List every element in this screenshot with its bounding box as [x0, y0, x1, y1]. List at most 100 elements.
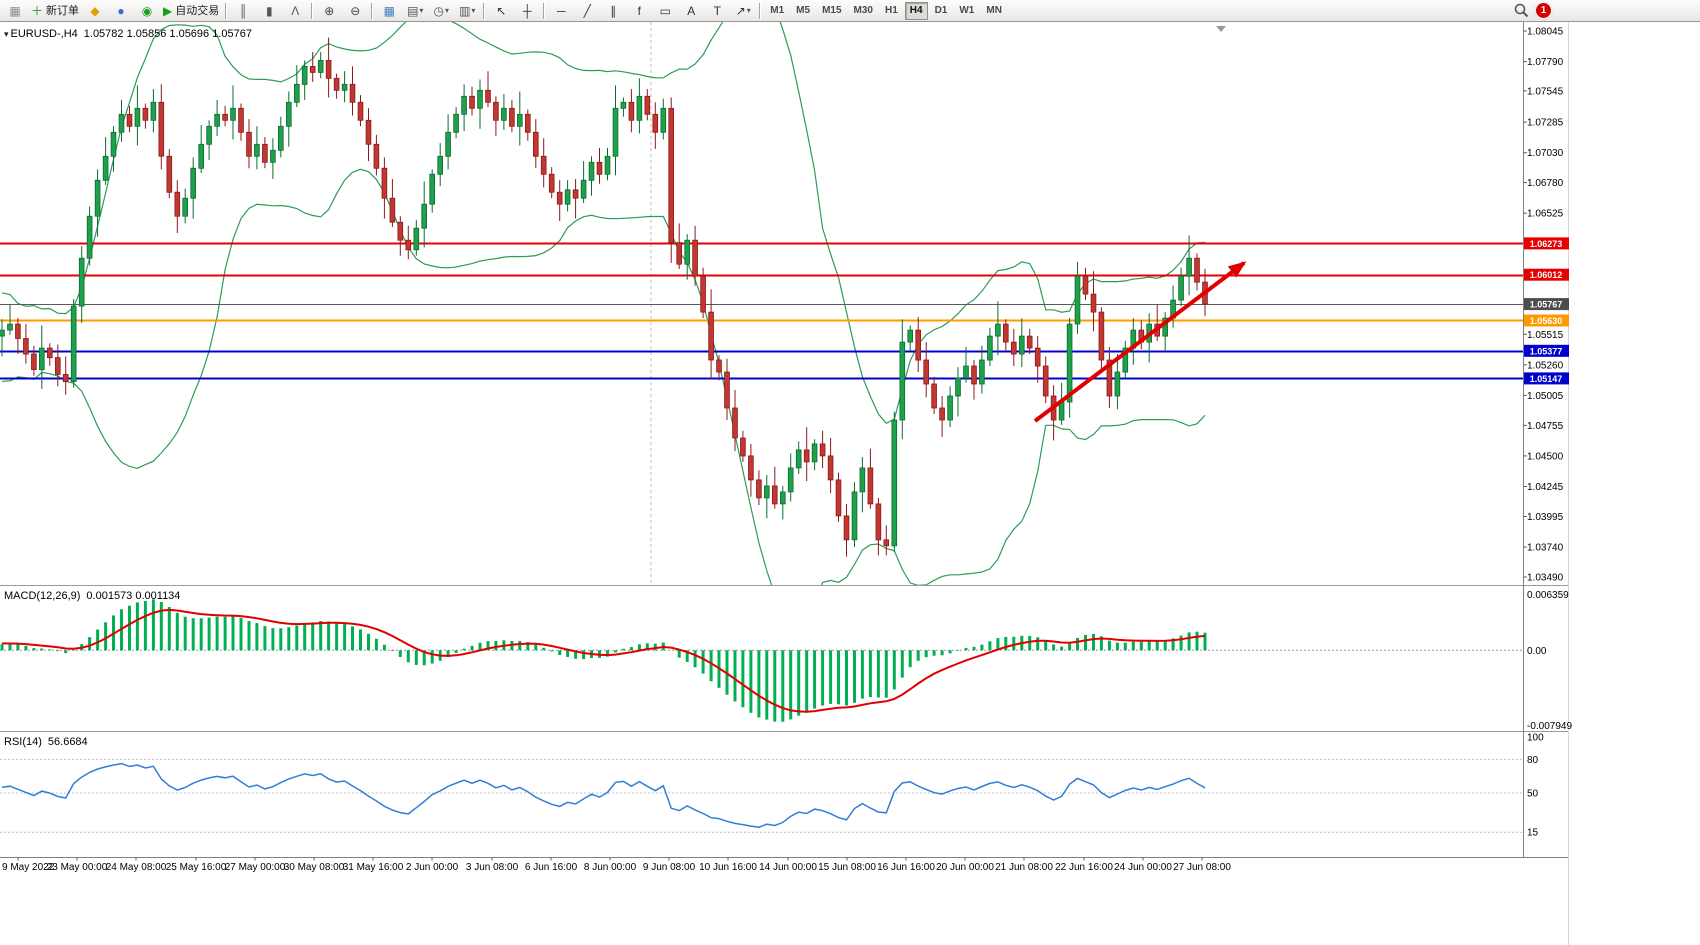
timeframe-button-m1[interactable]: M1: [770, 5, 785, 16]
price-tick-label: 1.04755: [1527, 421, 1564, 432]
macd-label: MACD(12,26,9) 0.001573 0.001134: [4, 590, 180, 602]
periods-button[interactable]: ◷ ▾: [428, 1, 454, 21]
svg-text:-0.007949: -0.007949: [1527, 721, 1572, 732]
channel-button: ∥: [610, 3, 617, 18]
timeframe-button-m30[interactable]: M30: [853, 5, 873, 16]
time-tick-label: 22 Jun 16:00: [1055, 862, 1113, 873]
tile-windows-button[interactable]: ▦: [376, 1, 402, 21]
horizontal-line-button[interactable]: ─: [548, 1, 574, 21]
indicators-list-button[interactable]: ▤ ▾: [402, 1, 428, 21]
chart-shift-marker[interactable]: [1216, 26, 1226, 32]
svg-text:15: 15: [1527, 828, 1539, 839]
rsi-axis: 100 80 50 15: [1527, 733, 1544, 839]
price-tick-label: 1.07030: [1527, 148, 1564, 159]
svg-text:80: 80: [1527, 755, 1539, 766]
panel-frame: [0, 22, 1569, 945]
price-tick-label: 1.08045: [1527, 27, 1564, 38]
search-icon[interactable]: [1514, 3, 1529, 18]
templates-button[interactable]: ▥ ▾: [454, 1, 480, 21]
new-order-button[interactable]: ＋新订单: [31, 3, 80, 18]
strategy-tester-icon[interactable]: ◉: [134, 1, 160, 21]
rsi-indicator-name: RSI(14): [4, 736, 42, 748]
time-tick-label: 9 May 2022: [2, 862, 55, 873]
timeframe-button-m5[interactable]: M5: [796, 5, 811, 16]
crosshair-button[interactable]: ┼: [514, 1, 540, 21]
line-chart-button[interactable]: Λ: [282, 1, 308, 21]
macd-pane: [0, 599, 1523, 722]
time-tick-label: 25 May 16:00: [166, 862, 227, 873]
arrows-button[interactable]: ↗ ▾: [730, 1, 756, 21]
time-tick-label: 24 Jun 00:00: [1114, 862, 1172, 873]
horizontal-line-button: ─: [556, 3, 566, 18]
price-tick-label: 1.03995: [1527, 512, 1564, 523]
time-tick-label: 23 May 00:00: [47, 862, 108, 873]
price-tick-label: 1.07790: [1527, 57, 1564, 68]
bar-chart-button[interactable]: ║: [230, 1, 256, 21]
candlestick-chart-button[interactable]: ▮: [256, 1, 282, 21]
price-badge-label: 1.05767: [1530, 300, 1563, 310]
toolbar-separator: [311, 2, 314, 19]
toolbar-separator: [543, 2, 546, 19]
candlestick-chart-button: ▮: [265, 3, 273, 18]
macd-indicator-name: MACD(12,26,9): [4, 590, 81, 602]
macd-indicator-values: 0.001573 0.001134: [86, 590, 181, 602]
main-chart-label: ▾ EURUSD-,H4 1.05782 1.05856 1.05696 1.057…: [4, 28, 252, 40]
indicators-list-button: ▤: [407, 3, 419, 18]
market-watch-icon[interactable]: ◆: [82, 1, 108, 21]
candles: [0, 37, 1208, 557]
trendline-button[interactable]: ╱: [574, 1, 600, 21]
zoom-out-button[interactable]: ⊖: [342, 1, 368, 21]
timeframe-button-w1[interactable]: W1: [959, 5, 975, 16]
new-chart-icon: ▦: [9, 3, 21, 18]
timeframe-button-h4[interactable]: H4: [904, 1, 928, 20]
fibonacci-button[interactable]: f: [626, 1, 652, 21]
data-window-icon: ●: [117, 3, 125, 18]
time-tick-label: 21 Jun 08:00: [995, 862, 1053, 873]
timeframe-button-m15[interactable]: M15: [822, 5, 842, 16]
channel-button[interactable]: ∥: [600, 1, 626, 21]
time-tick-label: 15 Jun 08:00: [818, 862, 876, 873]
collapse-arrow-icon[interactable]: ▾: [4, 29, 9, 39]
timeframe-button-d1[interactable]: D1: [934, 5, 948, 16]
price-badge-1.06273: [1524, 237, 1569, 250]
fibonacci-button: f: [637, 3, 641, 18]
svg-text:0.006359: 0.006359: [1527, 590, 1569, 601]
rsi-label: RSI(14) 56.6684: [4, 736, 88, 748]
symbol-timeframe-label: EURUSD-,H4: [10, 28, 78, 40]
text-button[interactable]: A: [678, 1, 704, 21]
price-badge-label: 1.05147: [1530, 374, 1563, 384]
toolbar-separator: [759, 2, 762, 19]
autotrading-button[interactable]: ▶ 自动交易: [163, 3, 220, 18]
macd-signal-line: [1, 608, 1206, 713]
market-watch-icon: ◆: [90, 3, 100, 18]
price-tick-label: 1.03740: [1527, 543, 1564, 554]
cursor-button[interactable]: ↖: [488, 1, 514, 21]
shapes-button[interactable]: ▭: [652, 1, 678, 21]
price-tick-label: 1.05515: [1527, 330, 1564, 341]
notification-badge[interactable]: 1: [1535, 2, 1552, 19]
timeframe-button-h1[interactable]: H1: [884, 5, 898, 16]
price-badge-1.05377: [1524, 344, 1569, 357]
timeframe-button-mn[interactable]: MN: [986, 5, 1002, 16]
data-window-icon[interactable]: ●: [108, 1, 134, 21]
zoom-in-button: ⊕: [324, 3, 335, 18]
price-badge-1.06012: [1524, 268, 1569, 281]
zoom-in-button[interactable]: ⊕: [316, 1, 342, 21]
time-tick-label: 31 May 16:00: [343, 862, 404, 873]
label-button[interactable]: T: [704, 1, 730, 21]
time-tick-label: 8 Jun 00:00: [584, 862, 637, 873]
shapes-button: ▭: [659, 3, 671, 18]
new-chart-icon[interactable]: ▦: [2, 1, 28, 21]
time-tick-label: 16 Jun 16:00: [877, 862, 935, 873]
time-tick-label: 30 May 08:00: [284, 862, 345, 873]
svg-text:0.00: 0.00: [1527, 646, 1547, 657]
price-tick-label: 1.04245: [1527, 482, 1564, 493]
price-badge-1.05147: [1524, 372, 1569, 385]
trend-arrow[interactable]: [1033, 261, 1247, 423]
time-tick-label: 27 May 00:00: [225, 862, 286, 873]
horizontal-lines: [0, 242, 1523, 380]
time-tick-label: 27 Jun 08:00: [1173, 862, 1231, 873]
